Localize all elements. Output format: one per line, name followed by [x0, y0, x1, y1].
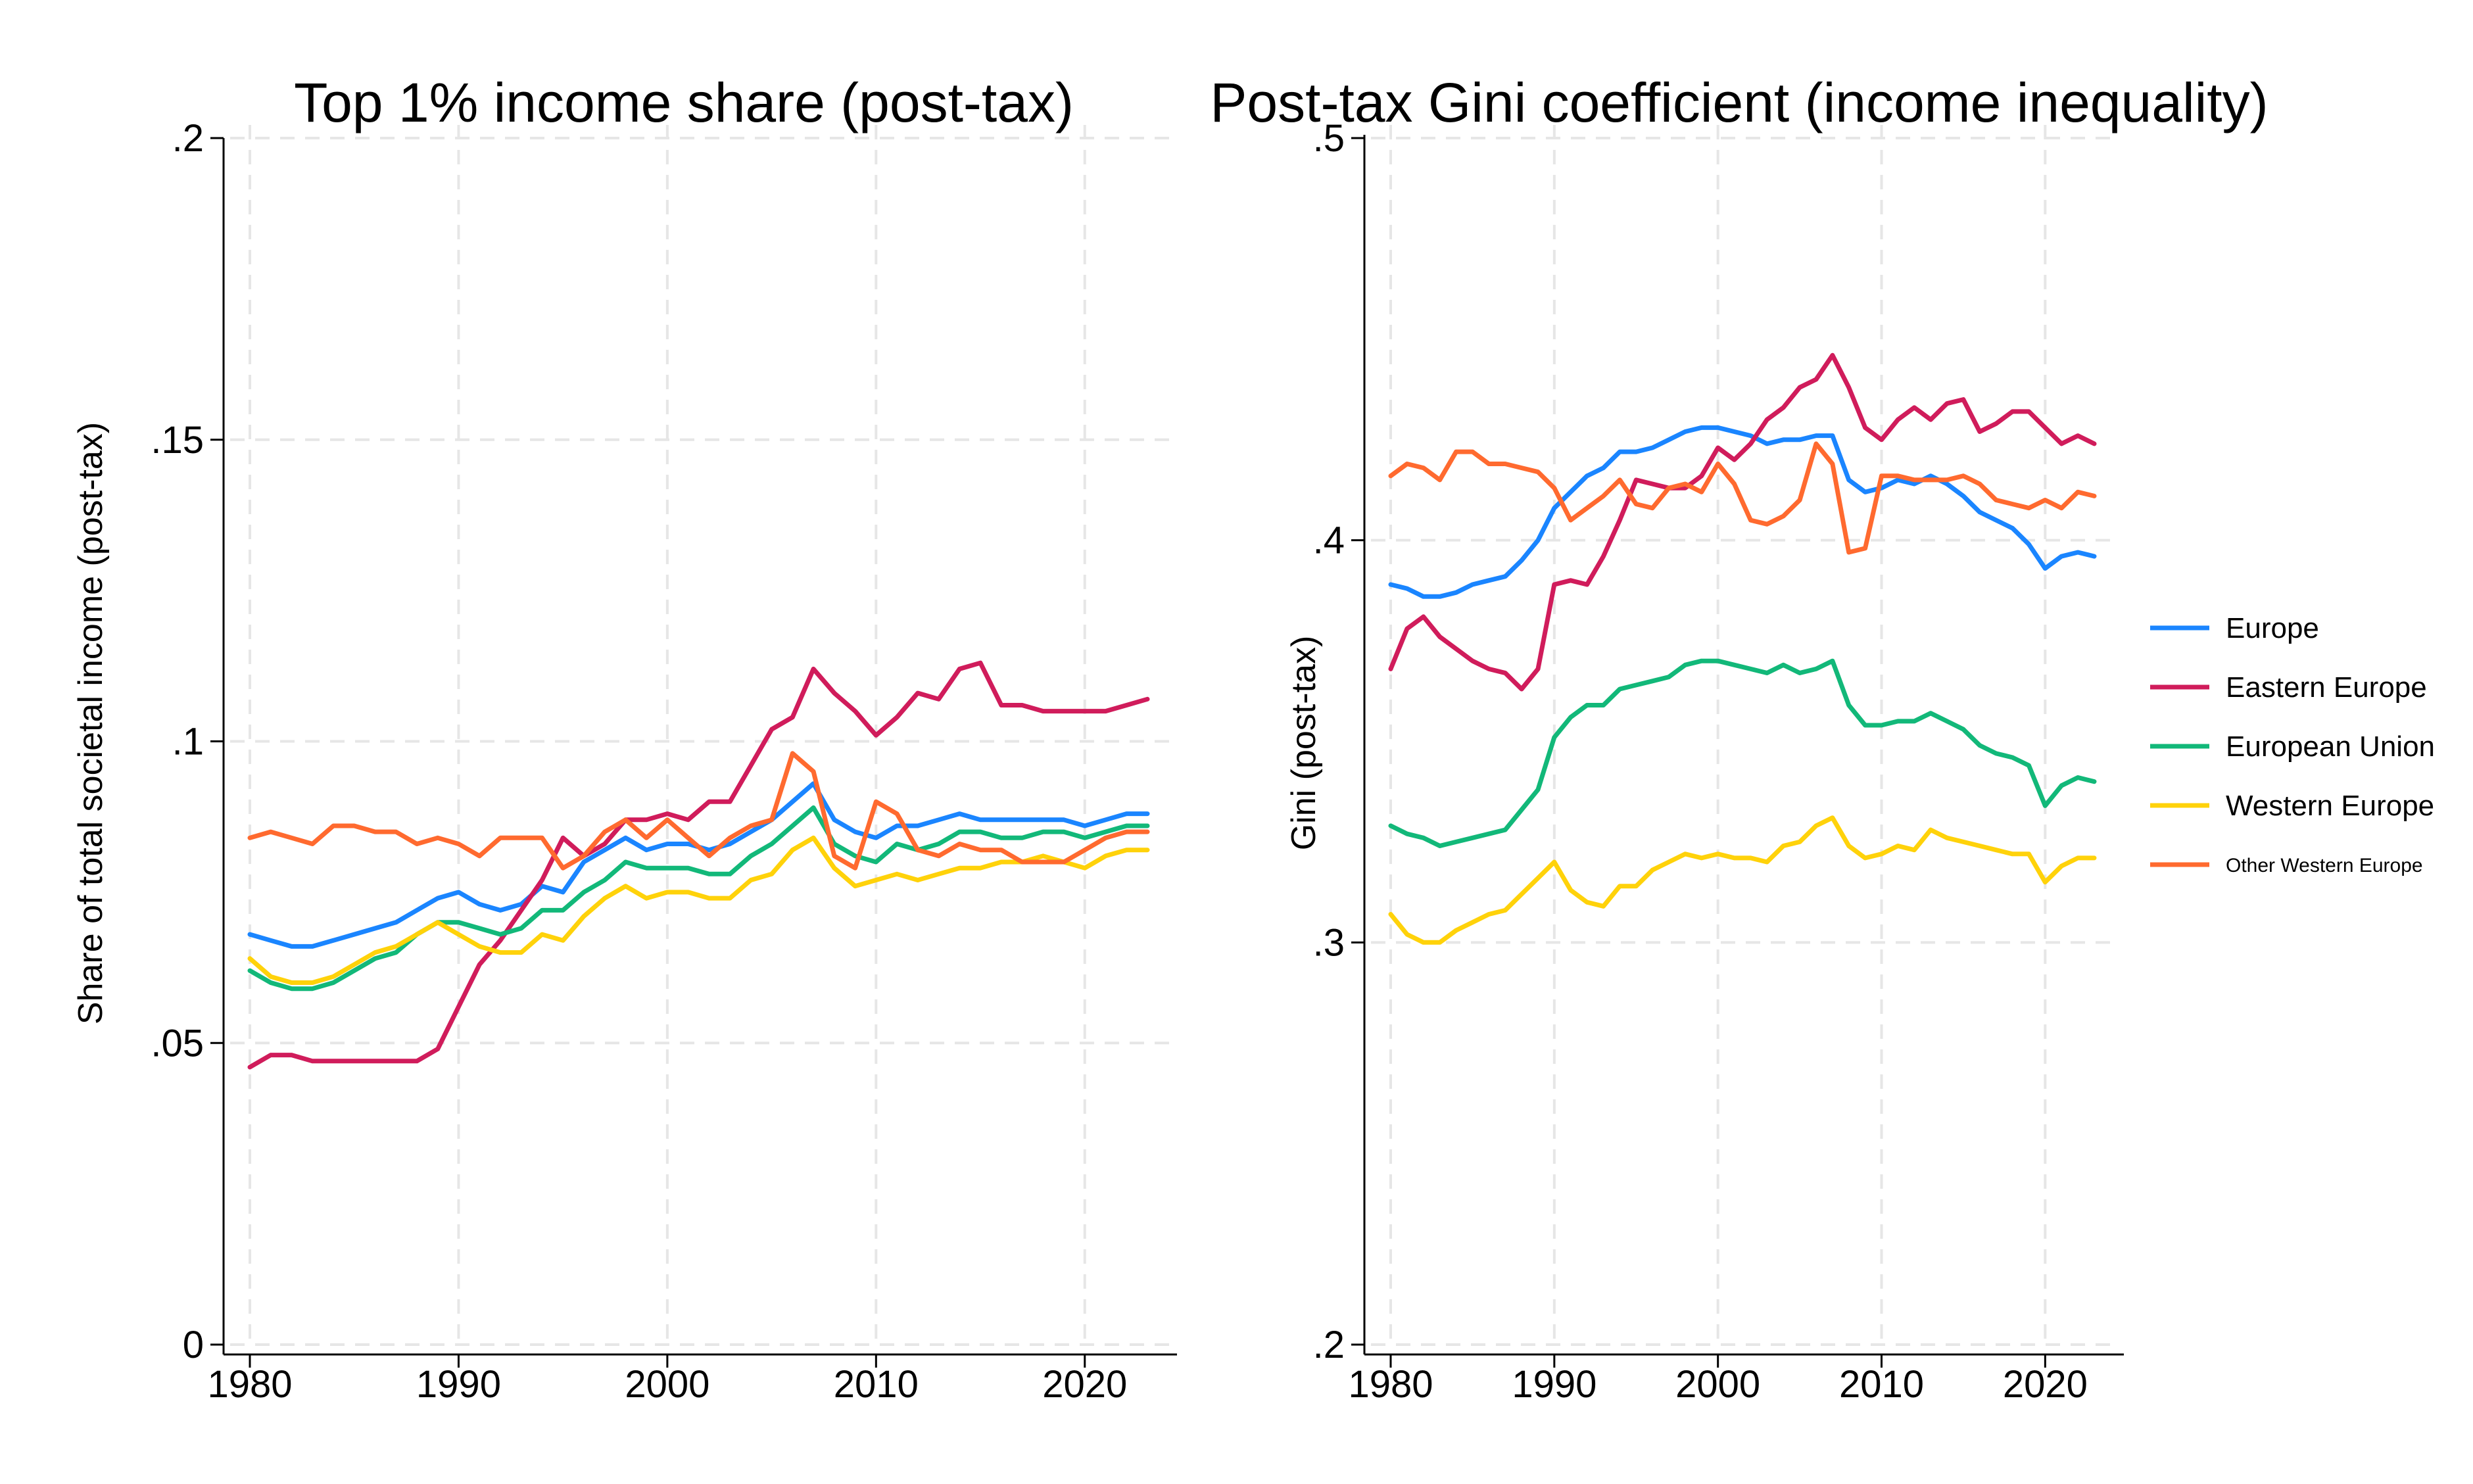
y-tick-label: .4 [1313, 519, 1345, 562]
legend-label: Other Western Europe [2226, 855, 2423, 876]
legend-item: European Union [2150, 730, 2435, 763]
legend-label: European Union [2226, 730, 2435, 763]
x-tick-label: 2010 [1839, 1363, 1924, 1406]
legend-label: Western Europe [2226, 790, 2434, 822]
series-line-eastern-europe [1388, 352, 2097, 692]
x-tick-label: 2000 [1675, 1363, 1760, 1406]
chart-title: Post-tax Gini coefficient (income inequa… [1210, 72, 2268, 133]
series-line-western-europe [1388, 815, 2097, 945]
series-line-europe [1388, 425, 2097, 599]
x-tick-label: 1980 [207, 1363, 292, 1406]
series-line-european-union [1388, 658, 2097, 848]
series-line-eastern-europe [247, 660, 1150, 1070]
y-tick-label: .05 [151, 1022, 204, 1065]
chart-title: Top 1% income share (post-tax) [294, 72, 1074, 133]
chart-gini-coefficient: Post-tax Gini coefficient (income inequa… [1210, 72, 2268, 1406]
legend-item: Eastern Europe [2150, 671, 2427, 704]
x-tick-label: 2020 [1042, 1363, 1127, 1406]
x-tick-label: 1990 [1512, 1363, 1597, 1406]
x-tick-label: 1990 [416, 1363, 501, 1406]
x-tick-label: 2000 [625, 1363, 709, 1406]
legend-item: Western Europe [2150, 790, 2434, 822]
x-tick-label: 2010 [834, 1363, 919, 1406]
y-tick-label: .3 [1313, 921, 1345, 964]
x-tick-label: 1980 [1348, 1363, 1433, 1406]
legend-item: Other Western Europe [2150, 855, 2423, 876]
y-tick-label: .2 [172, 117, 204, 160]
y-tick-label: .2 [1313, 1324, 1345, 1366]
x-tick-label: 2020 [2003, 1363, 2088, 1406]
series-line-european-union [247, 805, 1150, 992]
y-axis-label: Gini (post-tax) [1285, 636, 1323, 851]
legend-label: Europe [2226, 612, 2319, 644]
legend: Europe Eastern Europe European Union Wester… [2150, 612, 2435, 876]
y-tick-label: .15 [151, 419, 204, 462]
y-tick-label: 0 [183, 1324, 204, 1366]
series-line-western-europe [247, 835, 1150, 985]
series-line-other-western-europe [1388, 441, 2097, 555]
y-tick-label: .5 [1313, 117, 1345, 160]
legend-label: Eastern Europe [2226, 671, 2427, 704]
series-line-other-western-europe [247, 751, 1150, 871]
legend-item: Europe [2150, 612, 2319, 644]
chart-top-income-share: Top 1% income share (post-tax) 0 .05 .1 .15.… [72, 72, 1177, 1406]
y-tick-label: .1 [172, 721, 204, 763]
y-axis-label: Share of total societal income (post-tax… [72, 422, 110, 1024]
